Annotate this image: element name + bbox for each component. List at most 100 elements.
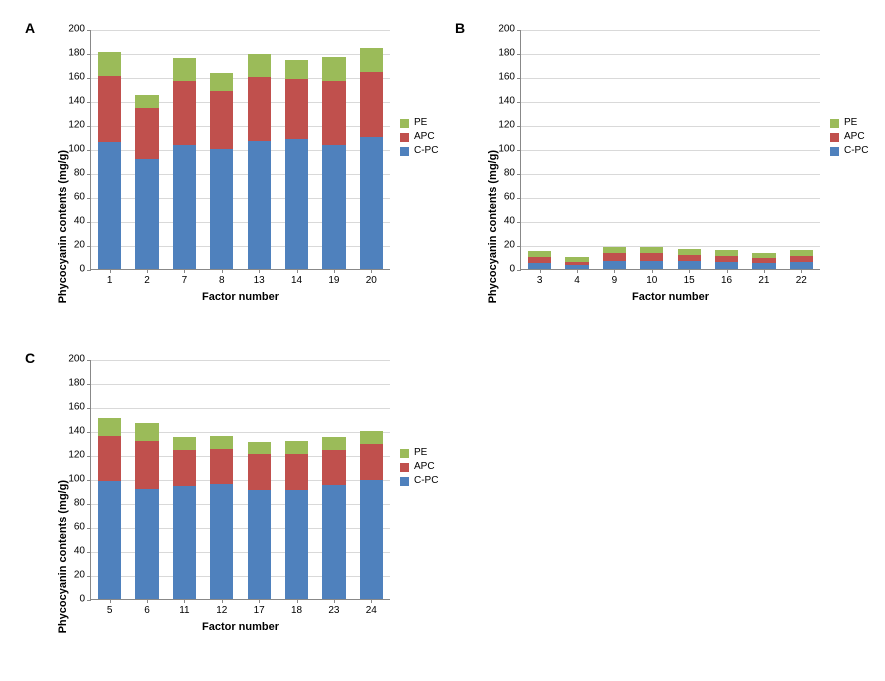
bar-slot: 12 (203, 360, 240, 599)
bar-segment-pe (98, 52, 121, 76)
xtick-label: 8 (219, 275, 225, 286)
bar-segment-cpc (98, 481, 121, 599)
legend-item: PE (830, 117, 868, 129)
ytick-label: 80 (74, 168, 85, 179)
xtick-mark (764, 269, 765, 273)
stacked-bar (135, 423, 158, 599)
bar-segment-cpc (322, 485, 345, 599)
ytick-label: 0 (79, 264, 85, 275)
stacked-bar (322, 437, 345, 599)
bar-segment-pe (173, 58, 196, 81)
ytick-label: 140 (498, 96, 515, 107)
ytick-label: 120 (68, 120, 85, 131)
ytick-mark (517, 270, 521, 271)
xlabel: Factor number (202, 621, 279, 633)
legend-label: C-PC (844, 145, 868, 157)
legend-item: C-PC (400, 145, 438, 157)
stacked-bar (135, 95, 158, 269)
stacked-bar (285, 60, 308, 269)
bar-slot: 16 (708, 30, 745, 269)
xtick-mark (540, 269, 541, 273)
bar-segment-apc (640, 253, 663, 260)
legend-item: PE (400, 117, 438, 129)
legend: PEAPCC-PC (400, 445, 438, 489)
stacked-bar (678, 249, 701, 269)
ytick-label: 200 (68, 354, 85, 365)
legend-swatch (400, 477, 409, 486)
bar-slot: 4 (558, 30, 595, 269)
legend-label: PE (844, 117, 857, 129)
ytick-label: 0 (509, 264, 515, 275)
xtick-mark (652, 269, 653, 273)
legend-item: C-PC (400, 475, 438, 487)
bar-segment-pe (173, 437, 196, 450)
bar-segment-pe (98, 418, 121, 436)
legend: PEAPCC-PC (830, 115, 868, 159)
bar-segment-pe (322, 437, 345, 450)
bar-segment-apc (360, 444, 383, 480)
ytick-label: 40 (74, 546, 85, 557)
bars-container: 56111217182324 (91, 360, 390, 599)
legend-item: PE (400, 447, 438, 459)
ylabel: Phycocyanin contents (mg/g) (57, 150, 69, 303)
bar-slot: 3 (521, 30, 558, 269)
bar-segment-apc (98, 436, 121, 482)
ytick-label: 20 (74, 240, 85, 251)
plot-area-b: 020406080100120140160180200Phycocyanin c… (520, 30, 820, 270)
bars-container: 3491015162122 (521, 30, 820, 269)
ytick-label: 40 (504, 216, 515, 227)
bar-segment-apc (210, 449, 233, 484)
bar-segment-cpc (360, 137, 383, 269)
legend-label: C-PC (414, 475, 438, 487)
xtick-mark (614, 269, 615, 273)
xtick-label: 2 (144, 275, 150, 286)
ytick-label: 0 (79, 594, 85, 605)
bar-segment-apc (248, 77, 271, 141)
ytick-label: 40 (74, 216, 85, 227)
xtick-label: 18 (291, 605, 302, 616)
legend-swatch (400, 133, 409, 142)
bar-segment-pe (322, 57, 345, 81)
bars-container: 127813141920 (91, 30, 390, 269)
stacked-bar (285, 441, 308, 599)
xtick-mark (577, 269, 578, 273)
legend-swatch (400, 449, 409, 458)
xtick-label: 3 (537, 275, 543, 286)
bar-slot: 15 (671, 30, 708, 269)
bar-slot: 11 (166, 360, 203, 599)
legend-label: APC (414, 131, 435, 143)
bar-slot: 14 (278, 30, 315, 269)
xtick-label: 13 (254, 275, 265, 286)
stacked-bar (322, 57, 345, 269)
bar-slot: 10 (633, 30, 670, 269)
legend: PE APC C-PC (400, 115, 438, 159)
ytick-label: 180 (68, 48, 85, 59)
ylabel: Phycocyanin contents (mg/g) (57, 480, 69, 633)
ytick-label: 200 (68, 24, 85, 35)
bar-segment-cpc (210, 484, 233, 599)
xtick-label: 10 (646, 275, 657, 286)
xtick-mark (801, 269, 802, 273)
bar-segment-cpc (360, 480, 383, 599)
ytick-label: 20 (74, 570, 85, 581)
legend-item: C-PC (830, 145, 868, 157)
stacked-bar (248, 54, 271, 269)
stacked-bar (565, 257, 588, 269)
bar-slot: 24 (353, 360, 390, 599)
bar-slot: 13 (241, 30, 278, 269)
bar-segment-pe (360, 48, 383, 72)
xtick-label: 20 (366, 275, 377, 286)
bar-segment-apc (360, 72, 383, 137)
bar-segment-cpc (248, 490, 271, 599)
xtick-mark (184, 599, 185, 603)
stacked-bar (173, 58, 196, 269)
bar-slot: 19 (315, 30, 352, 269)
xtick-mark (222, 599, 223, 603)
bar-segment-apc (603, 253, 626, 260)
bar-segment-pe (360, 431, 383, 444)
ytick-label: 80 (504, 168, 515, 179)
ytick-mark (87, 600, 91, 601)
bar-segment-apc (285, 454, 308, 490)
stacked-bar (173, 437, 196, 599)
xtick-label: 17 (254, 605, 265, 616)
